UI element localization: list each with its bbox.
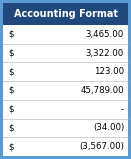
Text: $: $ bbox=[8, 67, 13, 76]
Bar bbox=[3, 25, 128, 156]
Text: $: $ bbox=[8, 105, 13, 114]
Text: Accounting Format: Accounting Format bbox=[13, 9, 118, 19]
Text: $: $ bbox=[8, 48, 13, 58]
Text: $: $ bbox=[8, 30, 13, 39]
Bar bbox=[3, 3, 128, 25]
Text: 3,465.00: 3,465.00 bbox=[86, 30, 124, 39]
Text: $: $ bbox=[8, 86, 13, 95]
Text: -: - bbox=[121, 105, 124, 114]
Text: (3,567.00): (3,567.00) bbox=[79, 142, 124, 151]
Text: 123.00: 123.00 bbox=[94, 67, 124, 76]
Text: $: $ bbox=[8, 123, 13, 132]
Text: $: $ bbox=[8, 142, 13, 151]
Text: 3,322.00: 3,322.00 bbox=[86, 48, 124, 58]
Text: 45,789.00: 45,789.00 bbox=[80, 86, 124, 95]
Text: (34.00): (34.00) bbox=[93, 123, 124, 132]
